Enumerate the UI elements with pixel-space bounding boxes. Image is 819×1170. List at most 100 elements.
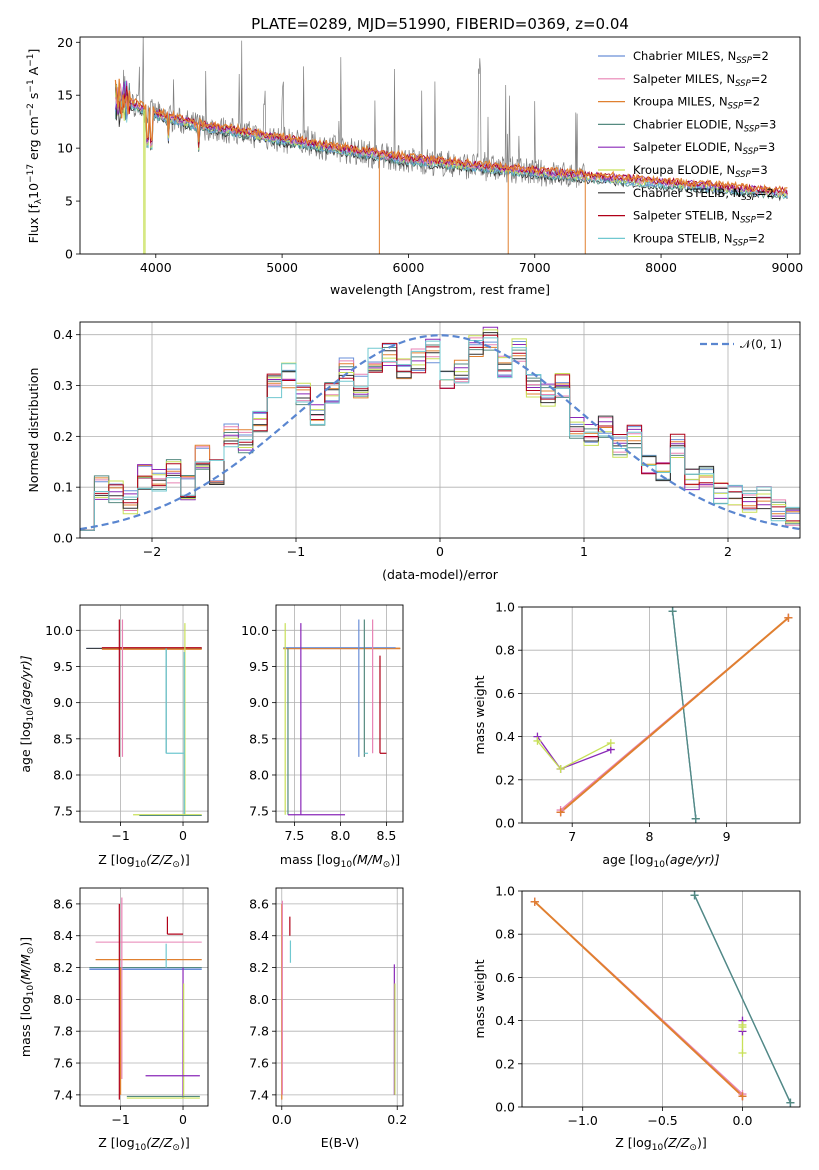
y-axis-label-part: (age/yr)] (18, 655, 33, 710)
x-axis-label: Z [log10(Z/Z⊙)] (98, 852, 189, 870)
legend-sub: SSP (735, 170, 751, 180)
x-axis-label-part: ⊙ (689, 1143, 697, 1153)
y-axis-label-part: 10 (26, 710, 36, 722)
panel-age-vs-z: −1 07.58.08.59.09.510.0Z [log10(Z/Z⊙)]age… (18, 604, 209, 870)
legend-sub: SSP (744, 124, 760, 134)
x-tick-label: 6000 (393, 260, 425, 275)
x-tick-label: −1 (111, 828, 129, 843)
y-tick-label: 0 (65, 247, 73, 262)
y-axis-label: Flux [fλ10−17 erg cm−2 s−1 A−1] (26, 49, 44, 244)
legend-label: Chabrier STELIB, N (633, 186, 741, 200)
y-axis-label-part: )] (18, 937, 33, 947)
legend-entry: Kroupa MILES, NSSP=2 (633, 95, 760, 112)
x-axis-label: E(B-V) (321, 1135, 360, 1150)
x-axis-label-part: (Z/Z (663, 1135, 690, 1150)
weight-marker (668, 607, 677, 616)
x-axis-label-part: )] (697, 1135, 707, 1150)
x-tick-label: 0 (436, 544, 444, 559)
y-axis-label-part: 10 (26, 985, 36, 997)
y-axis-label-part: −1 (26, 79, 36, 92)
plot-area (281, 900, 396, 1100)
legend-suffix: =3 (758, 140, 775, 154)
x-tick-label: 5000 (266, 260, 298, 275)
y-tick-label: 5 (65, 194, 73, 209)
legend-sub: SSP (741, 193, 757, 203)
x-axis-label-part: 10 (654, 860, 666, 870)
x-axis-label-part: 10 (341, 860, 353, 870)
y-tick-label: 8.4 (249, 928, 269, 943)
y-tick-label: 9.0 (53, 695, 73, 710)
panel-spectrum: 4000 5000 6000 7000 8000 9000 0 5 10 15 20 waveleng… (26, 35, 803, 297)
plot-area (283, 619, 401, 816)
legend-suffix: =2 (756, 209, 773, 223)
y-tick-label: 7.8 (53, 1024, 73, 1039)
y-axis-label-part: −17 (26, 164, 36, 183)
axes-frame (275, 604, 404, 823)
x-axis-label-part: 10 (135, 1143, 147, 1153)
y-axis-label-part: −1 (26, 54, 36, 67)
axes-frame (275, 887, 404, 1107)
weight-marker (690, 891, 699, 900)
y-axis-label-part: age [log (18, 721, 33, 772)
axes-frame (79, 604, 209, 823)
y-tick-label: 8.0 (249, 767, 269, 782)
x-tick-label: 1 (580, 544, 588, 559)
weight-marker (533, 736, 542, 745)
x-tick-label: 0.2 (387, 1112, 407, 1127)
legend-suffix: =2 (751, 72, 768, 86)
y-tick-label: 8.5 (53, 731, 73, 746)
x-tick-label: 0 (179, 1112, 187, 1127)
model-spectrum-7 (115, 82, 788, 195)
y-tick-label: 0.0 (495, 1100, 515, 1115)
legend-sub: SSP (733, 238, 749, 248)
y-tick-label: 8.0 (249, 992, 269, 1007)
y-tick-label: 1.0 (495, 600, 515, 615)
legend-label: Kroupa STELIB, N (633, 231, 733, 245)
y-axis-label-part: λ (34, 198, 44, 204)
legend-sub: SSP (728, 102, 744, 112)
x-tick-label: 7 (568, 829, 576, 844)
y-tick-label: 0.4 (495, 729, 515, 744)
weight-marker (606, 739, 615, 748)
y-tick-label: 8.6 (249, 896, 269, 911)
x-tick-label: 0.0 (733, 1113, 753, 1128)
legend-sub: SSP (735, 79, 751, 89)
legend-suffix: =2 (752, 49, 769, 63)
axes-frame (521, 890, 801, 1108)
legend-entry: Salpeter MILES, NSSP=2 (633, 72, 768, 89)
x-axis-label-part: Z [log (98, 852, 134, 867)
panel-residuals: −2 −1 0 1 2 0.0 0.1 0.2 0.3 0.4 𝒩(0, 1) (data-model… (26, 321, 801, 582)
weight-line-3 (536, 736, 612, 770)
y-tick-label: 0.0 (53, 531, 73, 546)
x-tick-label: 8.5 (376, 828, 396, 843)
x-tick-label: −1 (287, 544, 305, 559)
legend-label: Kroupa MILES, N (633, 95, 728, 109)
weight-marker (691, 814, 700, 823)
legend-suffix: =2 (757, 186, 774, 200)
y-tick-label: 9.5 (249, 659, 269, 674)
legend-suffix: =2 (743, 95, 760, 109)
x-tick-label: −0.5 (647, 1113, 677, 1128)
weight-marker (738, 1049, 747, 1057)
panel-weight-vs-age: 7 8 9 0.0 0.2 0.4 0.6 0.8 1.0 age [log10(age/yr)]… (472, 600, 801, 870)
y-tick-label: 0.2 (495, 772, 515, 787)
y-tick-label: 0.8 (495, 927, 515, 942)
weight-line-2 (694, 895, 791, 1103)
weight-marker (738, 1023, 747, 1032)
y-axis-label: age [log10(age/yr)] (18, 655, 36, 772)
y-tick-label: 7.4 (249, 1087, 269, 1102)
legend-sub: SSP (743, 147, 759, 157)
legend-entry: Chabrier MILES, NSSP=2 (633, 49, 769, 66)
model-spectrum-5 (115, 84, 788, 198)
y-tick-label: 8.2 (53, 960, 73, 975)
weight-marker (786, 1098, 795, 1107)
x-axis-label: age [log10(age/yr)] (602, 852, 719, 870)
axes-frame (521, 606, 801, 824)
y-tick-label: 20 (57, 35, 73, 50)
y-tick-label: 0.4 (53, 327, 73, 342)
panel-age-vs-mass: 7.5 8.0 8.5 7.5 8.0 8.5 9.0 9.5 10.0 mass [log10(… (241, 604, 404, 870)
x-axis-label-part: )] (180, 1135, 190, 1150)
y-axis-label: mass weight (472, 959, 487, 1038)
legend-label: Chabrier MILES, N (633, 49, 736, 63)
observed-spectrum (115, 37, 586, 188)
